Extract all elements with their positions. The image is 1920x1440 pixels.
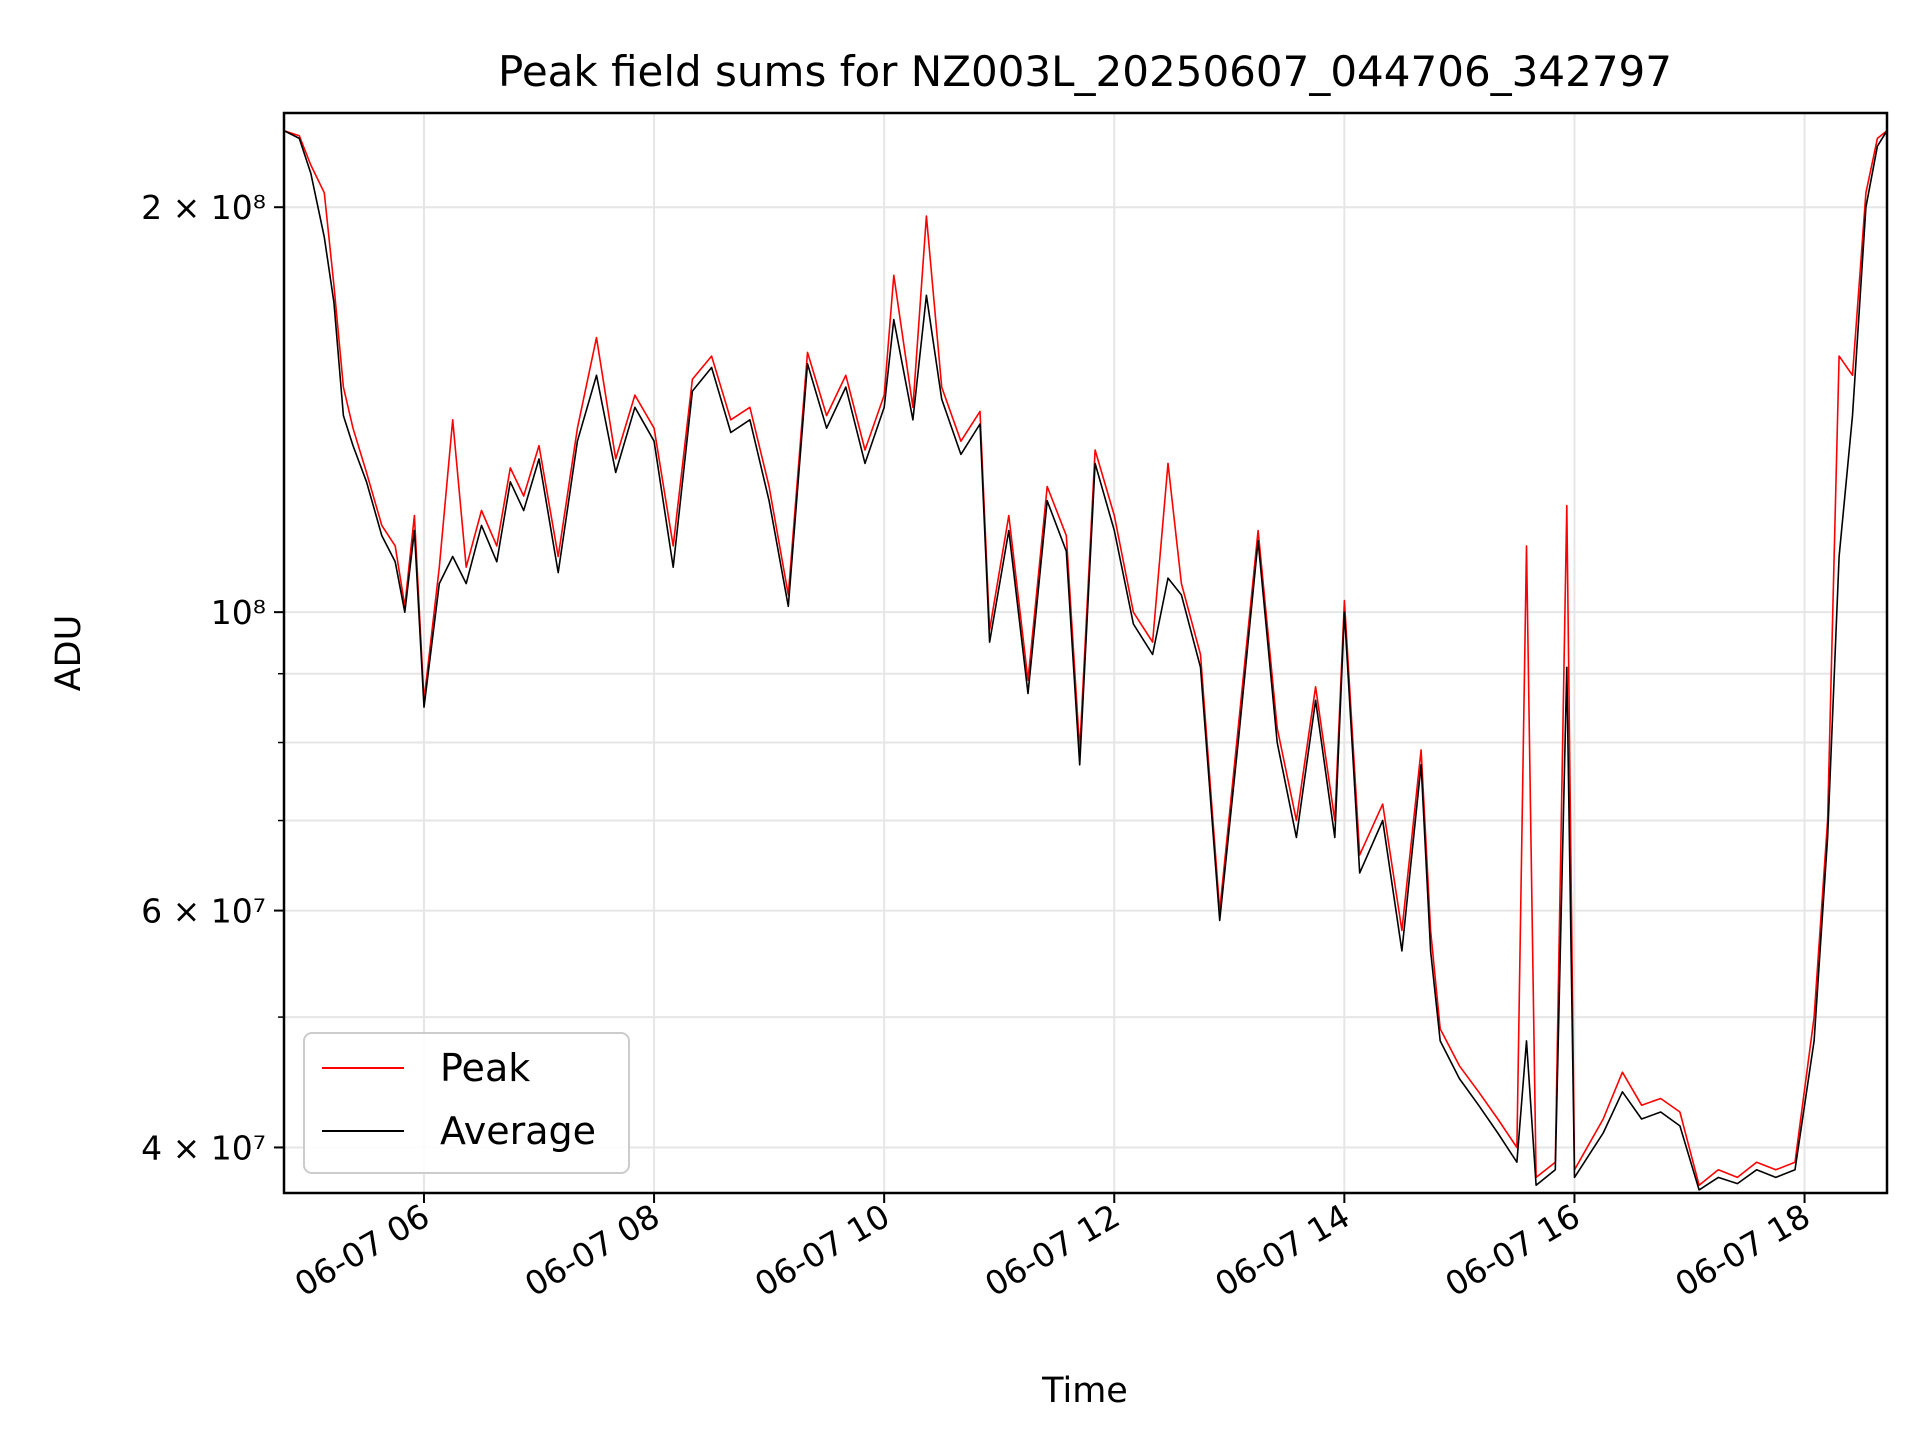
series-layer [283, 129, 1888, 1191]
legend: Peak Average [303, 1032, 630, 1174]
plot-frame [282, 111, 1889, 1195]
chart-title: Peak field sums for NZ003L_20250607_0447… [498, 47, 1672, 96]
x-axis-label: Time [1041, 1371, 1128, 1411]
y-tick-label: 4 × 10⁷ [141, 1128, 266, 1167]
legend-label-average: Average [440, 1109, 596, 1153]
y-axis-label: ADU [49, 615, 89, 692]
grid-layer [284, 113, 1887, 1193]
series-line-average [283, 129, 1888, 1191]
y-tick-label: 10⁸ [211, 593, 266, 632]
y-tick-label: 2 × 10⁸ [141, 188, 266, 227]
series-line-peak [283, 129, 1888, 1186]
y-axis: 4 × 10⁷ 6 × 10⁷ 10⁸ 2 × 10⁸ [141, 188, 284, 1167]
legend-label-peak: Peak [440, 1046, 530, 1090]
y-tick-label: 6 × 10⁷ [141, 892, 266, 931]
